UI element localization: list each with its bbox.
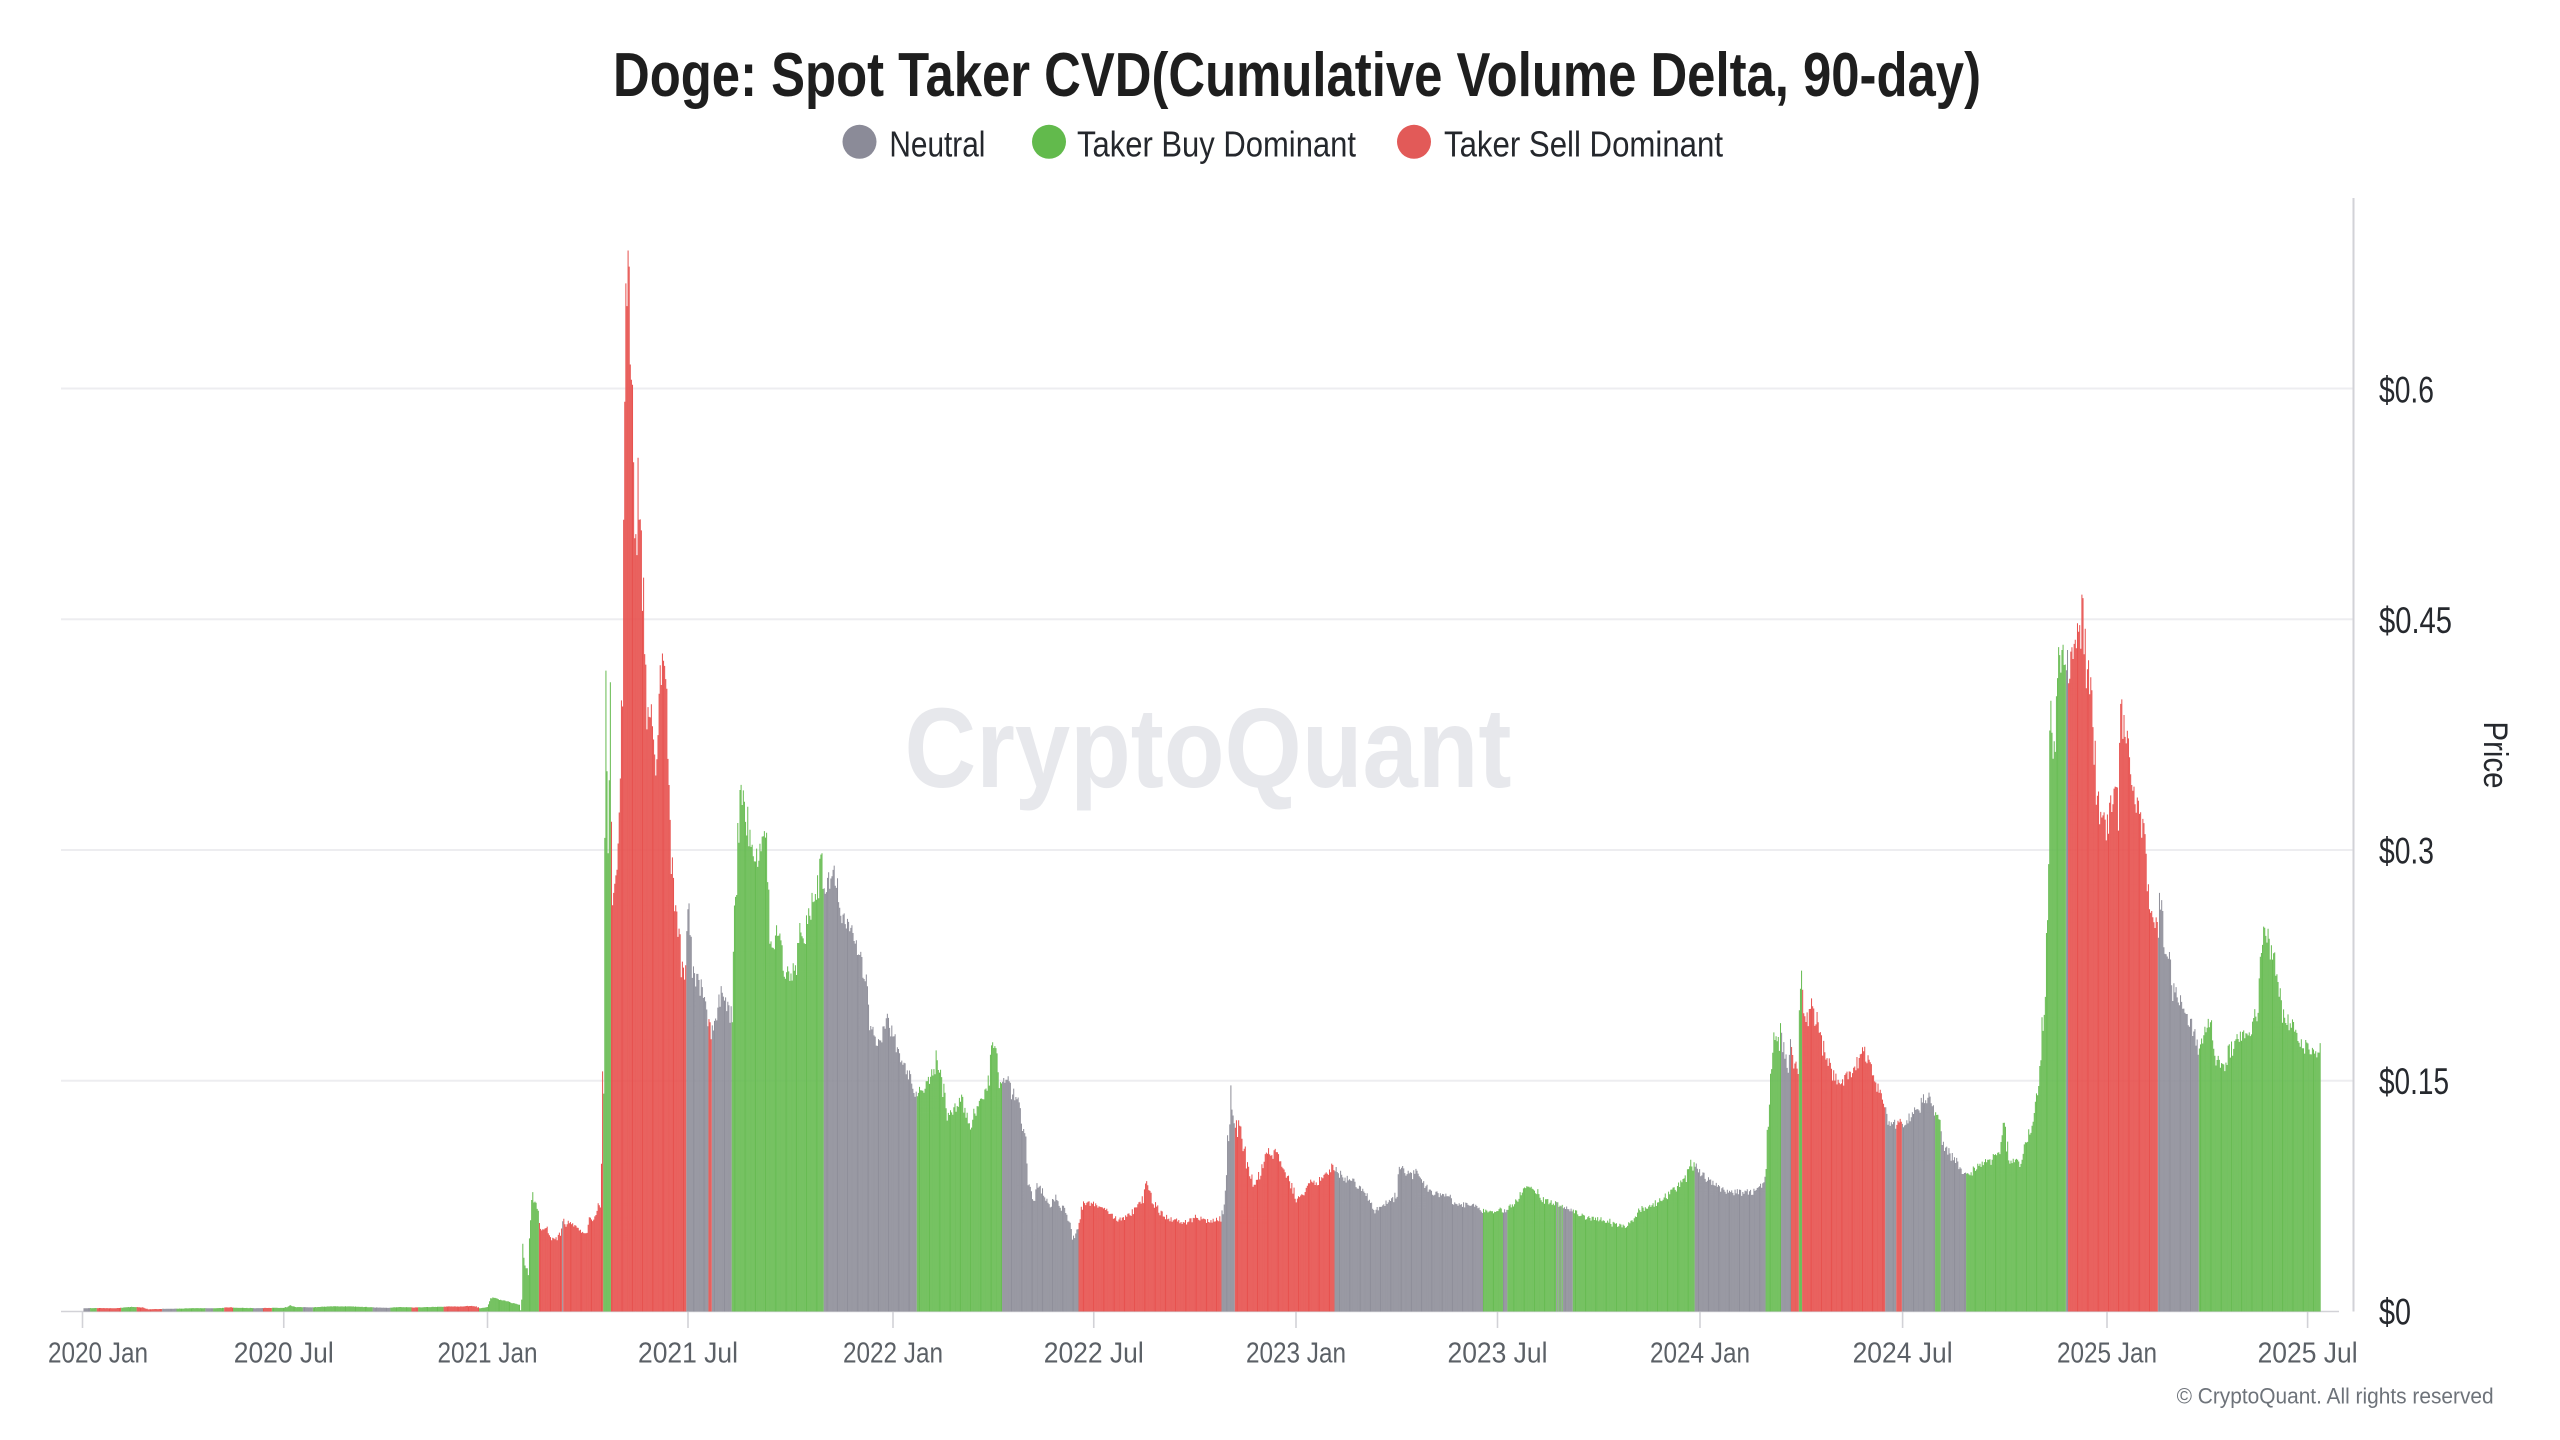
svg-text:2025 Jul: 2025 Jul: [2258, 1338, 2358, 1370]
svg-text:Taker Sell Dominant: Taker Sell Dominant: [1444, 124, 1723, 165]
svg-text:2022 Jul: 2022 Jul: [1044, 1338, 1144, 1370]
svg-text:2020 Jan: 2020 Jan: [48, 1338, 148, 1370]
svg-text:$0: $0: [2379, 1292, 2411, 1333]
svg-text:2025 Jan: 2025 Jan: [2057, 1338, 2157, 1370]
svg-text:2022 Jan: 2022 Jan: [843, 1338, 943, 1370]
svg-text:© CryptoQuant. All rights rese: © CryptoQuant. All rights reserved: [2177, 1384, 2494, 1409]
svg-text:$0.45: $0.45: [2379, 600, 2452, 641]
svg-text:2021 Jul: 2021 Jul: [638, 1338, 738, 1370]
svg-text:Price: Price: [2476, 722, 2514, 789]
svg-text:$0.6: $0.6: [2379, 370, 2434, 411]
svg-text:2023 Jul: 2023 Jul: [1448, 1338, 1548, 1370]
svg-text:2024 Jan: 2024 Jan: [1650, 1338, 1750, 1370]
svg-text:Taker Buy Dominant: Taker Buy Dominant: [1077, 124, 1356, 165]
svg-text:$0.3: $0.3: [2379, 831, 2434, 872]
svg-text:2021 Jan: 2021 Jan: [438, 1338, 538, 1370]
svg-text:Neutral: Neutral: [889, 124, 985, 165]
svg-text:CryptoQuant: CryptoQuant: [905, 685, 1512, 811]
svg-text:2023 Jan: 2023 Jan: [1246, 1338, 1346, 1370]
svg-text:Doge: Spot Taker CVD(Cumulativ: Doge: Spot Taker CVD(Cumulative Volume D…: [613, 41, 1981, 110]
svg-text:2020 Jul: 2020 Jul: [234, 1338, 334, 1370]
svg-text:$0.15: $0.15: [2379, 1061, 2449, 1102]
svg-text:2024 Jul: 2024 Jul: [1853, 1338, 1953, 1370]
